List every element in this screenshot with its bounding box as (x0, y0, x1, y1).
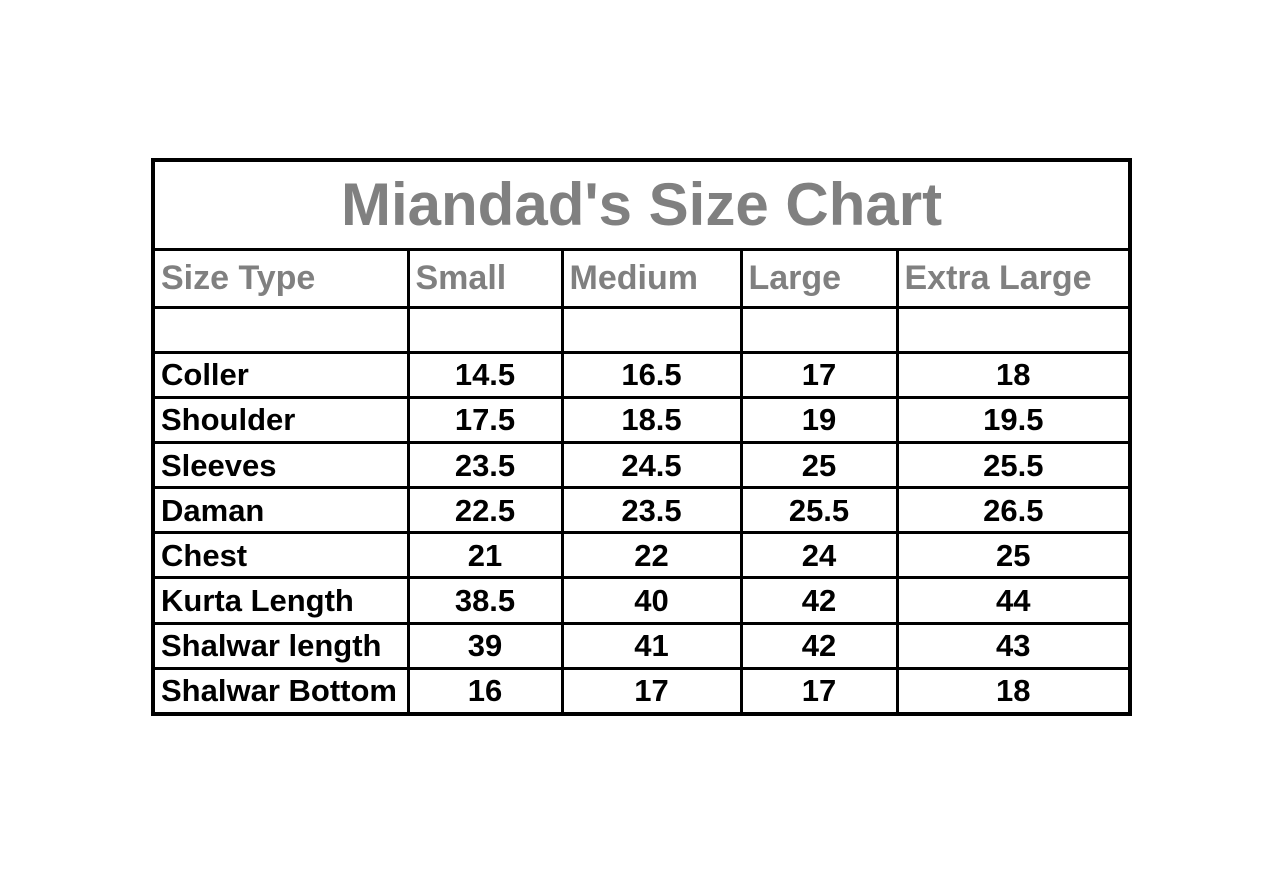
size-chart-table: Miandad's Size Chart Size Type Small Med… (151, 158, 1133, 716)
table-row-shalwar-bottom: Shalwar Bottom 16 17 17 18 (151, 666, 1132, 716)
table-row-chest: Chest 21 22 24 25 (151, 531, 1132, 580)
header-row: Size Type Small Medium Large Extra Large (151, 248, 1132, 309)
cell-value: 18 (895, 666, 1132, 716)
column-header-extra-large: Extra Large (895, 248, 1132, 309)
spacer-cell (560, 305, 743, 354)
spacer-row (151, 305, 1132, 354)
table-row-daman: Daman 22.5 23.5 25.5 26.5 (151, 486, 1132, 535)
row-label: Shoulder (151, 395, 410, 444)
cell-value: 40 (560, 576, 743, 625)
cell-value: 17 (739, 666, 899, 716)
cell-value: 17.5 (406, 395, 564, 444)
cell-value: 19.5 (895, 395, 1132, 444)
column-header-small: Small (406, 248, 564, 309)
page-title: Miandad's Size Chart (341, 171, 943, 239)
table-row-sleeves: Sleeves 23.5 24.5 25 25.5 (151, 440, 1132, 490)
cell-value: 39 (406, 621, 564, 670)
cell-value: 26.5 (895, 486, 1132, 535)
title-row: Miandad's Size Chart (151, 158, 1132, 252)
column-header-large: Large (739, 248, 899, 309)
cell-value: 24 (739, 531, 899, 580)
table-row-coller: Coller 14.5 16.5 17 18 (151, 350, 1132, 399)
cell-value: 41 (560, 621, 743, 670)
cell-value: 23.5 (560, 486, 743, 535)
cell-value: 24.5 (560, 440, 743, 490)
cell-value: 22.5 (406, 486, 564, 535)
table-row-kurta-length: Kurta Length 38.5 40 42 44 (151, 576, 1132, 625)
row-label: Shalwar length (151, 621, 410, 670)
cell-value: 23.5 (406, 440, 564, 490)
cell-value: 16 (406, 666, 564, 716)
cell-value: 25.5 (739, 486, 899, 535)
spacer-cell (151, 305, 410, 354)
cell-value: 18 (895, 350, 1132, 399)
cell-value: 21 (406, 531, 564, 580)
cell-value: 17 (560, 666, 743, 716)
title-cell: Miandad's Size Chart (151, 158, 1132, 252)
cell-value: 25 (739, 440, 899, 490)
spacer-cell (895, 305, 1132, 354)
cell-value: 42 (739, 621, 899, 670)
cell-value: 25 (895, 531, 1132, 580)
spacer-cell (739, 305, 899, 354)
column-header-medium: Medium (560, 248, 743, 309)
cell-value: 22 (560, 531, 743, 580)
cell-value: 42 (739, 576, 899, 625)
row-label: Sleeves (151, 440, 410, 490)
cell-value: 25.5 (895, 440, 1132, 490)
cell-value: 38.5 (406, 576, 564, 625)
row-label: Kurta Length (151, 576, 410, 625)
spacer-cell (406, 305, 564, 354)
row-label: Shalwar Bottom (151, 666, 410, 716)
cell-value: 19 (739, 395, 899, 444)
cell-value: 18.5 (560, 395, 743, 444)
cell-value: 43 (895, 621, 1132, 670)
row-label: Coller (151, 350, 410, 399)
table-row-shalwar-length: Shalwar length 39 41 42 43 (151, 621, 1132, 670)
row-label: Chest (151, 531, 410, 580)
cell-value: 44 (895, 576, 1132, 625)
column-header-size-type: Size Type (151, 248, 410, 309)
cell-value: 14.5 (406, 350, 564, 399)
row-label: Daman (151, 486, 410, 535)
cell-value: 17 (739, 350, 899, 399)
cell-value: 16.5 (560, 350, 743, 399)
table-row-shoulder: Shoulder 17.5 18.5 19 19.5 (151, 395, 1132, 444)
